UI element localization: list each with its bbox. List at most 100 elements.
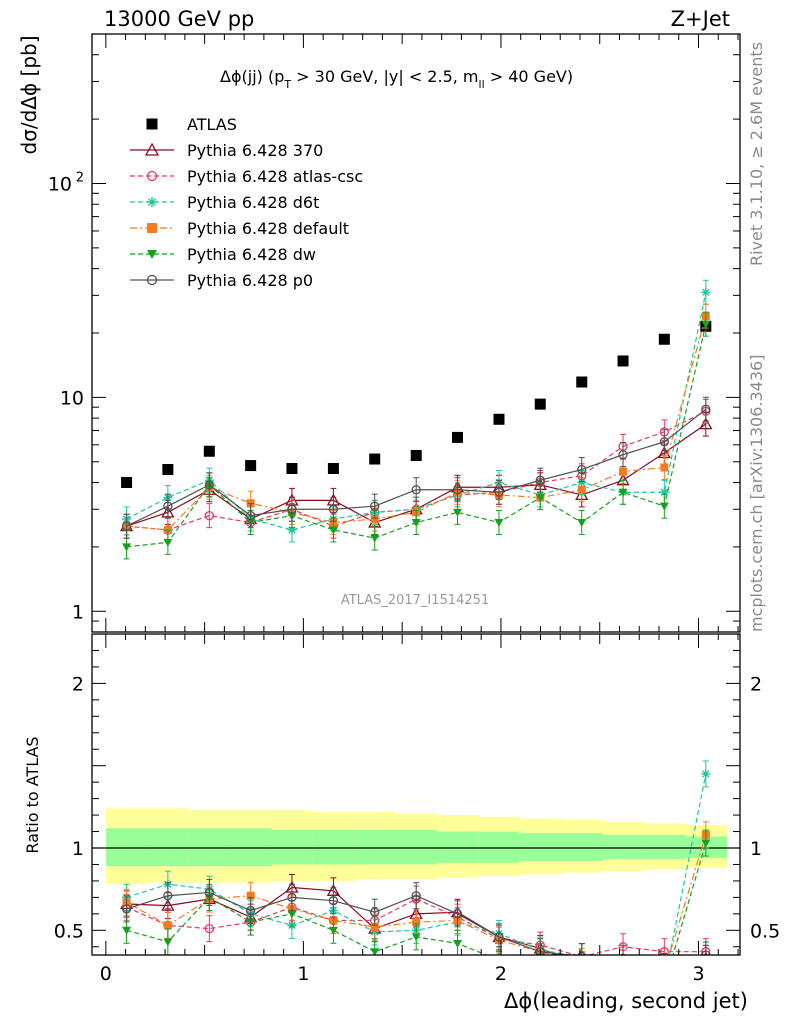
band-green-bin xyxy=(643,834,686,860)
band-green-bin xyxy=(354,829,396,865)
data-point xyxy=(287,525,297,535)
data-point xyxy=(245,460,257,472)
legend-marker-5 xyxy=(147,250,157,259)
ratio-point xyxy=(287,910,297,919)
y-tick-label-main-1: 10 xyxy=(60,387,84,409)
legend-label-0: ATLAS xyxy=(187,115,237,134)
data-point xyxy=(618,449,628,460)
ratio-point xyxy=(204,924,215,934)
data-point xyxy=(287,504,297,514)
ratio-point xyxy=(328,926,338,935)
data-point xyxy=(411,519,421,528)
mcplots-side-text: mcplots.cern.ch [arXiv:1306.3436] xyxy=(747,355,766,632)
ratio-point xyxy=(701,839,711,848)
ratio-point xyxy=(204,887,215,898)
data-point xyxy=(327,463,339,475)
legend: ATLAS Pythia 6.428 370 Pythia 6.428 atlas-… xyxy=(130,115,363,290)
x-axis-label: Δϕ(leading, second jet) xyxy=(504,989,748,1013)
legend-label-6: Pythia 6.428 p0 xyxy=(187,271,313,290)
band-green-bin xyxy=(229,828,272,867)
band-green-bin xyxy=(105,828,148,867)
data-point xyxy=(659,487,669,497)
data-point xyxy=(452,485,463,495)
data-point xyxy=(370,534,380,543)
title-part-c: > 40 GeV) xyxy=(485,67,573,86)
data-point xyxy=(618,488,628,497)
series-line-4 xyxy=(126,315,707,531)
legend-marker-2 xyxy=(146,170,158,182)
ratio-point xyxy=(494,932,504,942)
header-right: Z+Jet xyxy=(671,7,730,31)
ratio-plot: 0.5 0.5 1 1 2 2 0 1 2 3 xyxy=(54,34,780,985)
ratio-point xyxy=(163,891,173,901)
title-sub-ll: ll xyxy=(479,78,485,91)
ratio-point xyxy=(121,904,132,914)
ratio-point xyxy=(245,905,256,916)
title-part-b: > 30 GeV, |y| < 2.5, m xyxy=(291,67,478,86)
ratio-point xyxy=(287,892,297,903)
band-green-bin xyxy=(519,833,562,862)
data-point xyxy=(245,510,256,521)
data-point xyxy=(534,398,546,410)
x-tick-label-2: 2 xyxy=(495,963,507,985)
title-part-a: Δϕ(jj) (p xyxy=(220,67,284,86)
data-point xyxy=(121,521,132,531)
ratio-point xyxy=(577,951,587,955)
data-point xyxy=(660,463,669,472)
ratio-point xyxy=(122,926,132,935)
data-point xyxy=(701,320,711,329)
x-tick-label-3: 3 xyxy=(692,963,704,985)
y-tick-label-ratio-right-2: 2 xyxy=(750,673,762,695)
legend-label-2: Pythia 6.428 atlas-csc xyxy=(187,167,363,186)
y-tick-label-sup: 2 xyxy=(76,171,84,186)
data-point xyxy=(701,287,711,297)
data-point xyxy=(451,431,463,443)
ratio-point xyxy=(411,891,421,901)
band-green-bin xyxy=(395,829,438,865)
legend-marker-4 xyxy=(147,223,157,233)
data-point xyxy=(659,502,669,511)
series-main-5 xyxy=(122,311,711,560)
legend-label-4: Pythia 6.428 default xyxy=(187,219,349,238)
ratio-point xyxy=(619,953,627,955)
data-point xyxy=(659,437,669,447)
data-point xyxy=(162,464,174,476)
ratio-point xyxy=(452,939,462,948)
data-point xyxy=(576,376,588,388)
data-point xyxy=(163,538,173,547)
band-green-bin xyxy=(561,833,603,862)
y-tick-label-ratio-right-1: 1 xyxy=(750,838,762,860)
band-green-bin xyxy=(478,831,521,863)
rivet-side-text: Rivet 3.1.10, ≥ 2.6M events xyxy=(747,42,766,266)
data-point xyxy=(122,543,132,552)
x-tick-label-0: 0 xyxy=(100,963,112,985)
ratio-point xyxy=(370,923,379,932)
data-point xyxy=(617,355,629,367)
ratio-frame xyxy=(91,633,741,956)
data-point xyxy=(701,404,711,414)
data-point xyxy=(328,504,339,514)
ratio-point xyxy=(370,948,380,955)
y-tick-label-ratio-2: 2 xyxy=(72,673,84,695)
ratio-point xyxy=(370,907,380,917)
data-point xyxy=(121,477,133,488)
data-point xyxy=(577,485,586,494)
ratio-point xyxy=(328,896,339,906)
data-point xyxy=(619,467,628,476)
ratio-point xyxy=(163,938,173,947)
data-point xyxy=(370,515,379,524)
ratio-point xyxy=(163,921,172,930)
uncertainty-bands xyxy=(105,808,727,885)
band-green-bin xyxy=(312,829,355,865)
ratio-point xyxy=(246,891,255,900)
y-tick-label-main-0: 1 xyxy=(72,601,84,623)
legend-marker-1 xyxy=(144,142,160,156)
band-green-bin xyxy=(147,828,190,867)
data-point xyxy=(204,480,215,490)
data-point xyxy=(203,445,215,457)
y-tick-label-main-2: 10 xyxy=(48,174,72,196)
x-tick-label-1: 1 xyxy=(297,963,309,985)
data-point xyxy=(494,519,504,528)
ratio-point xyxy=(701,769,711,779)
